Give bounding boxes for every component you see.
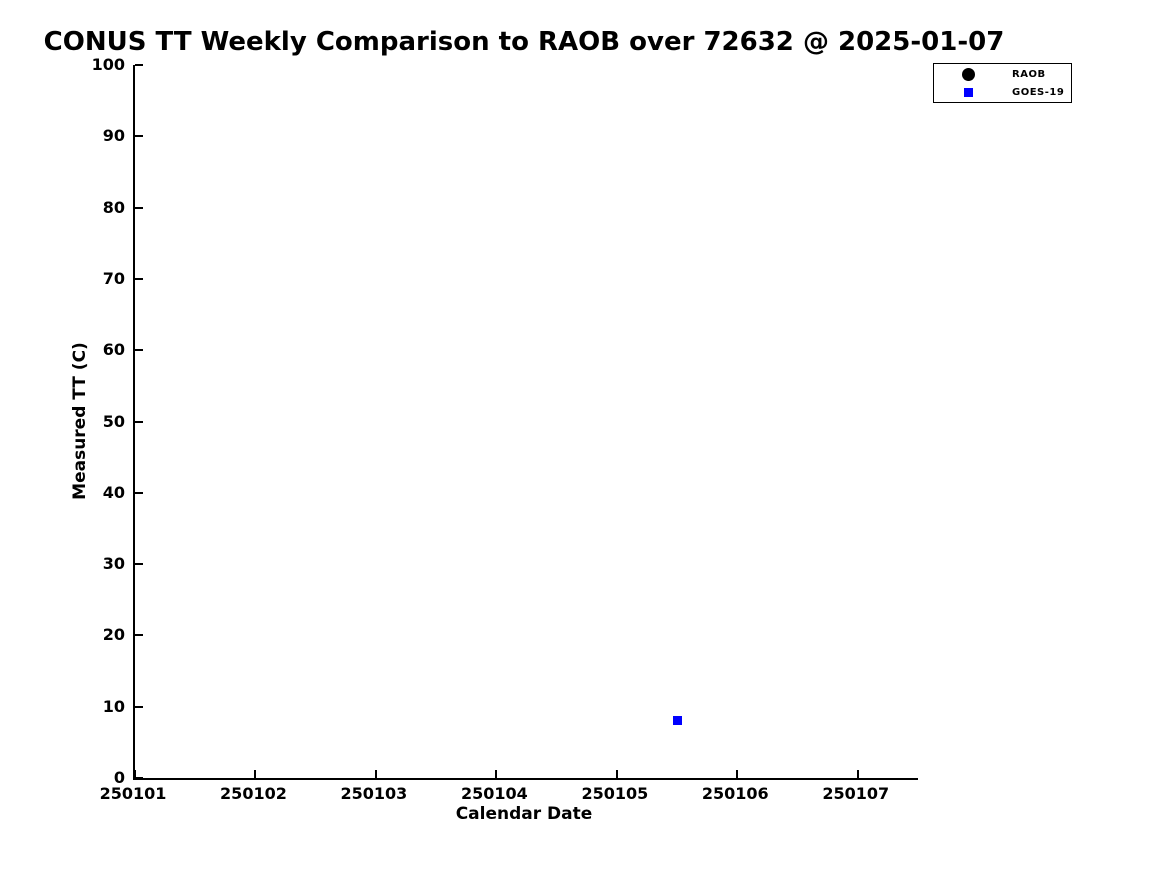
x-tick <box>495 770 498 778</box>
y-tick <box>135 563 143 566</box>
x-tick <box>374 770 377 778</box>
x-tick <box>856 770 859 778</box>
x-tick-label: 250106 <box>701 784 769 803</box>
y-tick-label: 100 <box>91 55 125 74</box>
y-tick-label: 40 <box>102 482 125 502</box>
y-tick-label: 30 <box>102 554 125 574</box>
x-axis-label: Calendar Date <box>455 804 593 824</box>
legend-marker-cell <box>934 67 1002 81</box>
x-tick <box>134 770 136 778</box>
y-tick-label: 80 <box>102 197 125 217</box>
y-tick <box>135 634 143 637</box>
x-tick-label: 250102 <box>220 784 287 803</box>
chart-title: CONUS TT Weekly Comparison to RAOB over … <box>43 27 1005 57</box>
x-tick-label: 250107 <box>822 784 890 803</box>
y-tick-label: 50 <box>102 411 125 431</box>
y-tick <box>135 349 143 352</box>
goes-19-marker-icon <box>963 87 973 97</box>
x-tick <box>736 770 739 778</box>
legend: RAOB GOES-19 <box>933 63 1072 103</box>
y-tick-label: 60 <box>102 340 125 360</box>
y-tick-label: 90 <box>102 126 125 146</box>
y-tick <box>135 777 143 779</box>
x-tick-label: 250103 <box>340 784 408 803</box>
y-tick-label: 70 <box>102 268 125 288</box>
y-tick <box>135 64 143 66</box>
plot-area <box>133 64 918 780</box>
legend-marker-cell <box>934 87 1002 97</box>
legend-label: RAOB <box>1012 68 1046 80</box>
y-tick <box>135 135 143 138</box>
x-tick-label: 250104 <box>460 784 528 803</box>
legend-item: GOES-19 <box>934 83 1071 101</box>
raob-marker-icon <box>961 67 975 81</box>
x-tick-label: 250105 <box>581 784 649 803</box>
y-tick <box>135 206 143 209</box>
data-point-goes-19 <box>672 716 682 726</box>
y-tick <box>135 420 143 423</box>
y-tick <box>135 491 143 494</box>
legend-label: GOES-19 <box>1012 86 1065 98</box>
y-tick <box>135 705 143 708</box>
legend-item: RAOB <box>934 65 1071 83</box>
y-tick-label: 10 <box>102 696 125 716</box>
x-tick <box>254 770 257 778</box>
x-tick <box>615 770 618 778</box>
y-tick-label: 0 <box>113 768 125 787</box>
x-tick-label: 250101 <box>99 784 167 803</box>
y-tick-label: 20 <box>102 625 125 645</box>
y-tick <box>135 277 143 280</box>
